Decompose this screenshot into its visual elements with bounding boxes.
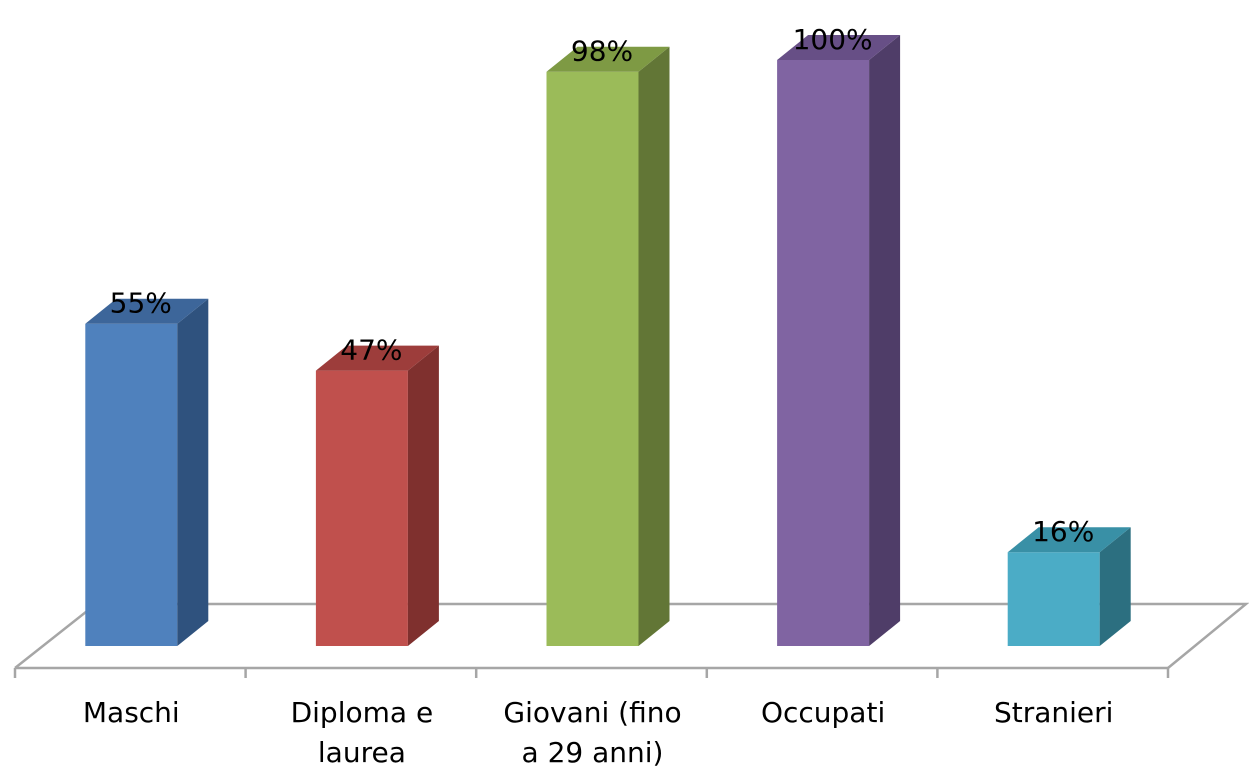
category-label: Maschi [83, 696, 180, 729]
value-label: 47% [340, 334, 402, 367]
category-label-line: Maschi [83, 696, 180, 729]
value-label: 16% [1032, 515, 1094, 548]
value-label: 100% [793, 23, 873, 56]
category-label-line: Diploma e [291, 696, 434, 729]
bar-side [869, 35, 901, 646]
category-label-line: laurea [318, 736, 406, 769]
category-label-line: Giovani (fino [503, 696, 681, 729]
bar-front [85, 323, 178, 646]
chart-floor [14, 602, 1249, 670]
axis-ticks [13, 668, 1170, 678]
bar-side [638, 46, 670, 647]
category-label: Occupati [761, 696, 885, 729]
bar-top [546, 46, 670, 72]
category-label-line: Stranieri [994, 696, 1113, 729]
bar-side [1099, 527, 1131, 646]
value-labels-group: 55% 47% 98% 100% 16% [110, 23, 1095, 548]
bar-side [177, 298, 209, 646]
category-label: Diploma e laurea [291, 696, 434, 769]
category-label-line: Occupati [761, 696, 885, 729]
value-label: 55% [110, 287, 172, 320]
category-label: Stranieri [994, 696, 1113, 729]
bar-top [315, 345, 439, 371]
bar-top [777, 35, 901, 60]
bar-top [1007, 527, 1131, 553]
value-label: 98% [571, 35, 633, 68]
bar [1007, 527, 1131, 646]
bar-front [1007, 552, 1100, 646]
bar [85, 298, 209, 646]
bar-front [315, 370, 408, 646]
category-labels-group: Maschi Diploma e laurea Giovani (fino a 29 a… [83, 696, 1114, 769]
category-label-line: a 29 anni) [522, 736, 664, 769]
category-label: Giovani (fino a 29 anni) [503, 696, 681, 769]
bar [315, 345, 439, 646]
bar-front [777, 60, 870, 646]
bar [546, 46, 670, 647]
bar-side [407, 345, 439, 646]
bars-group [85, 35, 1131, 647]
bar [777, 35, 901, 646]
bar-front [546, 71, 639, 647]
bar-top [85, 298, 209, 324]
floor-outline [14, 602, 1249, 669]
